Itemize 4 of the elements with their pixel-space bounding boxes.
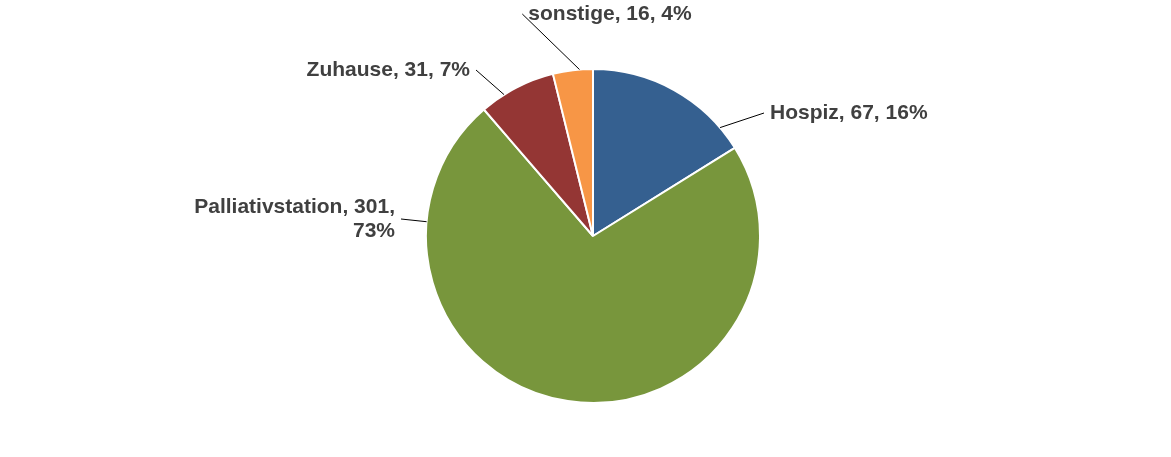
slice-label: Hospiz, 67, 16% [770, 99, 928, 123]
slice-label: Zuhause, 31, 7% [306, 56, 471, 80]
slice-label: Palliativstation, 301, 73% [194, 193, 396, 241]
slice-label: sonstige, 16, 4% [528, 0, 693, 24]
